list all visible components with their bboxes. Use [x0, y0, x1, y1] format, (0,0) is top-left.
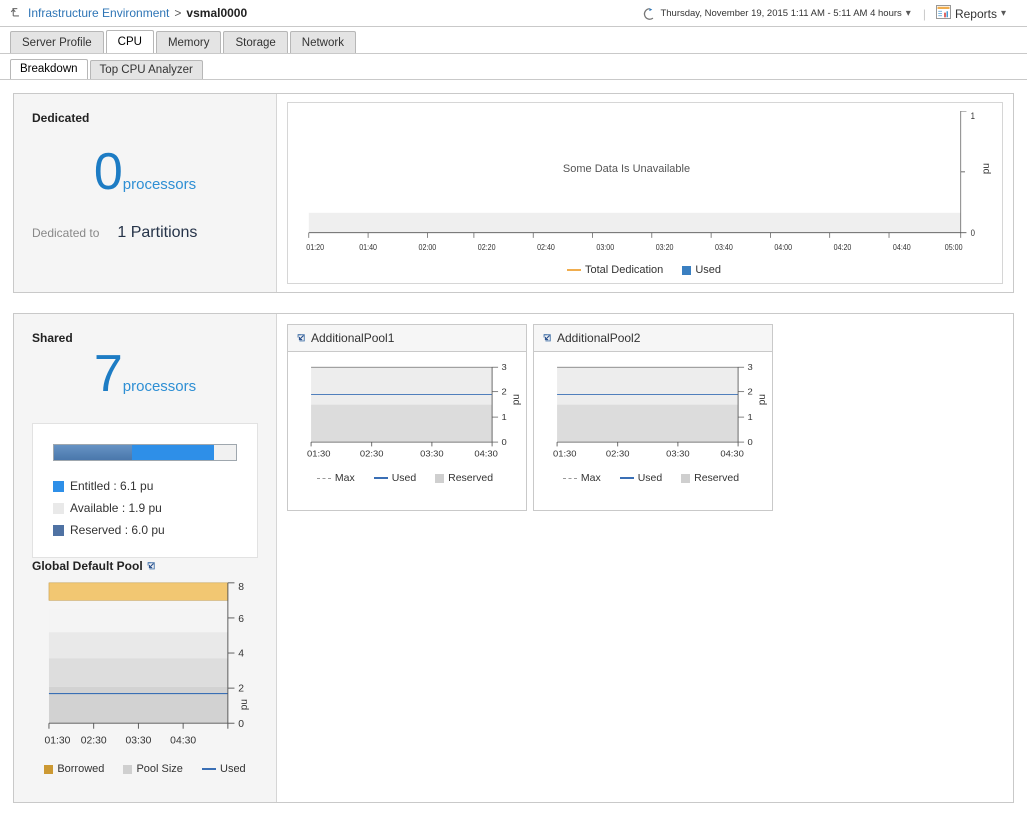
svg-text:1: 1	[747, 412, 752, 421]
svg-text:0: 0	[971, 227, 975, 238]
svg-text:02:30: 02:30	[360, 449, 384, 458]
svg-text:04:40: 04:40	[893, 242, 911, 252]
svg-text:04:30: 04:30	[170, 736, 196, 747]
svg-text:03:30: 03:30	[125, 736, 151, 747]
svg-text:02:30: 02:30	[81, 736, 107, 747]
svg-text:04:20: 04:20	[834, 242, 852, 252]
svg-text:04:00: 04:00	[774, 242, 792, 252]
svg-text:0: 0	[238, 719, 244, 730]
svg-text:01:20: 01:20	[306, 242, 324, 252]
svg-text:03:30: 03:30	[420, 449, 444, 458]
svg-text:01:30: 01:30	[307, 449, 331, 458]
svg-text:1: 1	[501, 412, 506, 421]
svg-text:0: 0	[501, 438, 506, 447]
svg-text:4: 4	[238, 649, 244, 660]
svg-text:2: 2	[238, 684, 244, 695]
svg-text:03:20: 03:20	[656, 242, 674, 252]
svg-text:1: 1	[971, 111, 975, 121]
svg-text:02:30: 02:30	[606, 449, 630, 458]
svg-text:01:30: 01:30	[44, 736, 70, 747]
svg-text:2: 2	[747, 387, 752, 396]
svg-text:6: 6	[238, 614, 244, 625]
svg-text:04:30: 04:30	[720, 449, 744, 458]
svg-text:01:40: 01:40	[359, 242, 377, 252]
svg-text:03:40: 03:40	[715, 242, 733, 252]
svg-text:02:20: 02:20	[478, 242, 496, 252]
svg-text:02:40: 02:40	[537, 242, 555, 252]
svg-text:3: 3	[501, 363, 506, 372]
svg-text:03:00: 03:00	[596, 242, 614, 252]
svg-text:03:30: 03:30	[666, 449, 690, 458]
svg-text:0: 0	[747, 438, 752, 447]
svg-text:05:00: 05:00	[945, 242, 963, 252]
svg-text:3: 3	[747, 363, 752, 372]
svg-text:04:30: 04:30	[474, 449, 498, 458]
svg-text:02:00: 02:00	[419, 242, 437, 252]
svg-text:2: 2	[501, 387, 506, 396]
svg-text:01:30: 01:30	[553, 449, 577, 458]
svg-text:8: 8	[238, 582, 244, 593]
